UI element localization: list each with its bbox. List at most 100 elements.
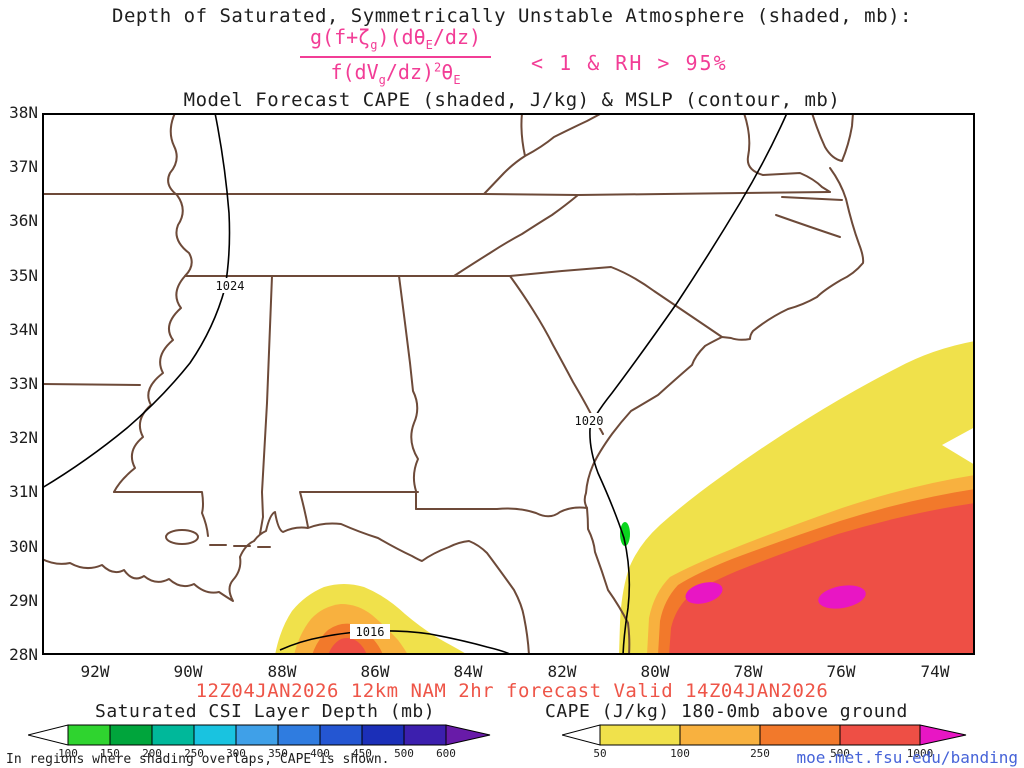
contour-label-1024: 1024 (216, 279, 245, 293)
formula-fraction: g(f+ζg)(dθE/dz) f(dVg/dz)2θE (300, 26, 492, 88)
contour-label-box (210, 278, 250, 293)
csi-formula: g(f+ζg)(dθE/dz) f(dVg/dz)2θE < 1 & RH > … (300, 26, 728, 88)
border-tn-nc (453, 194, 579, 277)
border-ga-fl (415, 506, 588, 518)
lon-label-78w: 78W (733, 662, 763, 681)
formula-num-part: )(dθ (377, 25, 426, 49)
csi-tick-500: 500 (394, 747, 414, 760)
legend-cape-colorbar (562, 724, 967, 746)
cape-arrow-right (919, 724, 967, 746)
formula-den-part: /dz) (385, 59, 435, 84)
border-ar-la-33n (42, 383, 141, 386)
formula-numerator: g(f+ζg)(dθE/dz) (300, 26, 491, 56)
lon-label-80w: 80W (640, 662, 670, 681)
csi-segment (403, 724, 447, 746)
page-title: Depth of Saturated, Symmetrically Unstab… (112, 5, 912, 27)
lat-label-36n: 36N (9, 211, 38, 230)
formula-condition: < 1 & RH > 95% (531, 50, 728, 75)
legend-csi-colorbar (28, 724, 491, 746)
cape-shade-magenta-core-west (685, 582, 723, 604)
contour-labels: 1024 1020 1016 (210, 278, 609, 639)
cape-tick-50: 50 (593, 747, 607, 760)
cape-shade-red-gulf (328, 638, 367, 655)
contour-label-box (350, 624, 390, 639)
csi-tick-450: 450 (352, 747, 372, 760)
map-canvas: 1024 1020 1016 (42, 113, 975, 655)
border-al-ga-chattahoochee (398, 275, 419, 510)
formula-den-sub: g (378, 72, 386, 87)
csi-tick-400: 400 (310, 747, 330, 760)
csi-segment (319, 724, 363, 746)
cape-shading-gulf (275, 584, 468, 655)
lon-label-82w: 82W (547, 662, 577, 681)
state-borders (42, 113, 865, 655)
csi-tick-200: 200 (142, 747, 162, 760)
csi-tick-350: 350 (268, 747, 288, 760)
cape-segment (599, 724, 681, 746)
lat-label-29n: 29N (9, 591, 38, 610)
csi-tick-150: 150 (100, 747, 120, 760)
coastline-gulf (42, 511, 530, 655)
csi-segment (193, 724, 237, 746)
cape-tick-1000: 1000 (906, 747, 934, 760)
formula-num-part: g(f+ζ (310, 25, 371, 49)
border-ky-va-wv (483, 113, 603, 195)
contour-label-box (569, 413, 609, 428)
formula-num-sub: g (370, 38, 378, 52)
cape-tick-100: 100 (670, 747, 690, 760)
csi-segment (361, 724, 405, 746)
csi-segment (277, 724, 321, 746)
formula-den-sub: E (453, 72, 461, 87)
lake-pontchartrain (165, 529, 199, 545)
cape-segment (679, 724, 761, 746)
page-subtitle: Model Forecast CAPE (shaded, J/kg) & MSL… (183, 89, 841, 111)
border-mississippi-river (113, 113, 193, 493)
lon-label-84w: 84W (453, 662, 483, 681)
lat-label-32n: 32N (9, 428, 38, 447)
legend-csi-title: Saturated CSI Layer Depth (mb) (95, 701, 436, 722)
formula-num-sub: E (425, 38, 433, 52)
cape-shade-magenta-core-east (818, 585, 866, 609)
csi-tick-300: 300 (226, 747, 246, 760)
csi-segment (151, 724, 195, 746)
lon-label-90w: 90W (173, 662, 203, 681)
csi-tick-600: 600 (436, 747, 456, 760)
lat-label-28n: 28N (9, 645, 38, 664)
lat-label-31n: 31N (9, 482, 38, 501)
border-la-ms-31n-pearl (113, 491, 209, 537)
lat-label-33n: 33N (9, 374, 38, 393)
credit-link[interactable]: moe.met.fsu.edu/banding (796, 748, 1018, 767)
lat-label-37n: 37N (9, 157, 38, 176)
coastline-sounds (775, 196, 843, 238)
overlap-note: In regions where shading overlaps, CAPE … (6, 752, 390, 767)
csi-arrow-left (28, 724, 69, 746)
formula-den-part: f(dV (330, 59, 379, 84)
csi-arrow-right (445, 724, 491, 746)
forecast-valid-line: 12Z04JAN2026 12km NAM 2hr forecast Valid… (195, 680, 829, 702)
cape-shading-atlantic (619, 341, 975, 655)
cape-shade-red (669, 503, 975, 655)
border-ga-sc-savannah-river (509, 275, 604, 435)
lon-label-86w: 86W (360, 662, 390, 681)
formula-num-part: /dz) (432, 25, 482, 49)
formula-den-part: θ (441, 59, 454, 84)
coastline-delmarva (811, 113, 854, 162)
csi-shade-green-spot (620, 522, 630, 546)
border-ms-al (259, 275, 273, 535)
contour-label-1020: 1020 (575, 414, 604, 428)
cape-tick-250: 250 (750, 747, 770, 760)
lon-label-92w: 92W (80, 662, 110, 681)
shading-notch (942, 427, 975, 465)
lat-label-34n: 34N (9, 320, 38, 339)
csi-segment (67, 724, 111, 746)
formula-den-sup: 2 (434, 60, 442, 75)
formula-denominator: f(dVg/dz)2θE (300, 55, 492, 88)
coastline-barrier-islands (209, 544, 271, 548)
coastline-atlantic (583, 167, 865, 655)
csi-segment (235, 724, 279, 746)
lat-label-30n: 30N (9, 537, 38, 556)
border-al-fl-31n (299, 491, 419, 528)
cape-segment (759, 724, 841, 746)
lon-label-74w: 74W (920, 662, 950, 681)
legend-cape-title: CAPE (J/kg) 180-0mb above ground (545, 701, 908, 722)
